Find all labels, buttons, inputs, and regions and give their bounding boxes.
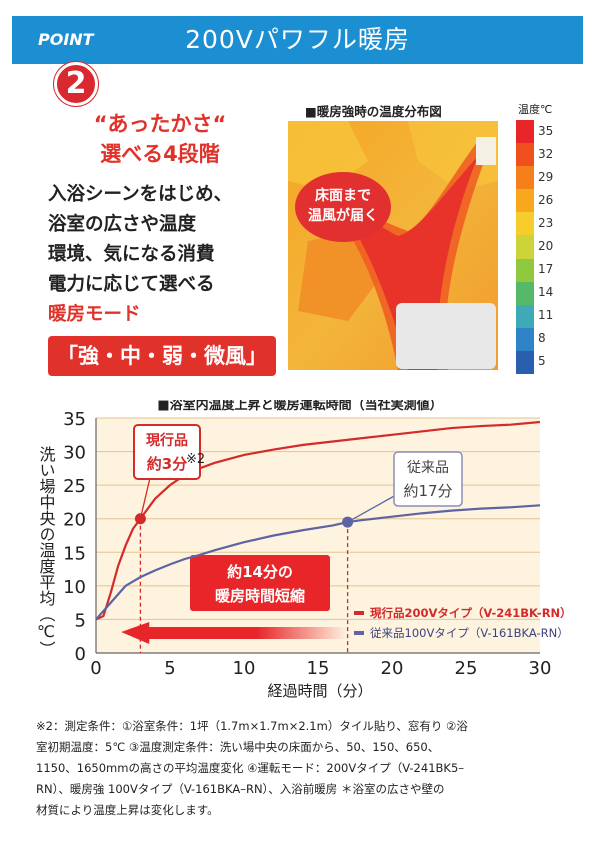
x-tick-label: 5 — [164, 658, 175, 679]
current-callout-pointer — [139, 477, 151, 519]
scale-label: 29 — [538, 169, 554, 184]
scale-swatch — [516, 143, 534, 167]
heatmap-title: ■暖房強時の温度分布図 — [305, 104, 442, 119]
x-tick-label: 15 — [307, 658, 330, 679]
current-callout-line-2: 約3分 — [147, 455, 187, 473]
scale-swatch — [516, 281, 534, 306]
old-callout-line-2: 約17分 — [403, 482, 452, 500]
time-reduction-arrow — [121, 622, 348, 644]
y-tick-label: 25 — [63, 476, 86, 497]
scale-label: 20 — [538, 239, 554, 253]
series-line-current — [95, 420, 541, 621]
arrow-label-line-1: 約14分の — [227, 563, 293, 581]
headline-line-1: “あったかさ“ — [93, 112, 227, 136]
y-tick-label: 5 — [75, 610, 86, 631]
arrow-label-line-2: 暖房時間短縮 — [215, 587, 305, 605]
legend-swatch-old — [354, 631, 364, 635]
note-mark: ※2 — [186, 452, 205, 467]
body-line-1: 入浴シーンをはじめ、 — [48, 184, 233, 205]
old-callout-box — [393, 451, 463, 507]
scale-swatch — [516, 189, 534, 213]
scale-title: 温度℃ — [518, 103, 553, 116]
footnote-line-2: 室初期温度：5℃ ③温度測定条件：洗い場中央の床面から、50、150、650、 — [36, 740, 440, 754]
mode-box: 「強・中・弱・微風」 — [48, 336, 276, 376]
body-line-3: 環境、気になる消費 — [48, 244, 215, 265]
scale-label: 23 — [538, 215, 554, 230]
scale-swatch — [516, 304, 534, 329]
legend-label-old: 従来品100Vタイプ（V-161BKA-RN） — [370, 626, 569, 640]
y-tick-label: 0 — [75, 644, 86, 665]
scale-swatch — [516, 166, 534, 190]
temperature-heatmap — [288, 121, 498, 370]
x-tick-label: 10 — [233, 658, 256, 679]
x-tick-label: 20 — [381, 658, 404, 679]
old-callout-line-1: 従来品 — [407, 460, 449, 476]
bubble-line-2: 温風が届く — [308, 208, 378, 224]
scale-label: 5 — [538, 354, 546, 369]
temperature-rise-chart: ■浴室内温度上昇と暖房運転時間（当社実測値） 0 5 10 15 20 25 30 35 0 5 10… — [36, 400, 572, 700]
scale-label: 14 — [538, 285, 554, 300]
footnote-line-3: 1150、1650mmの高さの平均温度変化 ④運転モード：200Vタイプ（V-2… — [36, 761, 465, 775]
scale-label: 35 — [538, 123, 554, 138]
marker-point — [134, 513, 146, 525]
scale-swatch — [516, 235, 534, 260]
y-tick-label: 30 — [63, 443, 86, 464]
scale-swatch — [516, 350, 534, 375]
point-number-badge: 2 — [54, 62, 98, 106]
x-axis-label: 経過時間（分） — [267, 682, 372, 700]
scale-swatch — [516, 120, 534, 144]
body-line-2: 浴室の広さや温度 — [48, 214, 197, 235]
current-callout-box — [133, 424, 201, 480]
temperature-scale-bar — [516, 120, 534, 375]
body-line-4: 電力に応じて選べる — [48, 274, 215, 295]
y-tick-label: 35 — [63, 409, 86, 430]
page-title: 200Vパワフル暖房 — [185, 25, 410, 54]
scale-label: 8 — [538, 331, 546, 346]
chart-title: ■浴室内温度上昇と暖房運転時間（当社実測値） — [157, 400, 442, 413]
scale-label: 11 — [538, 308, 554, 323]
bubble-line-1: 床面まで — [315, 188, 371, 204]
x-tick-label: 0 — [90, 658, 101, 679]
arrow-label-box — [190, 555, 330, 611]
scale-swatch — [516, 258, 534, 283]
footnote-line-4: RN）、暖房強 100Vタイプ（V-161BKA–RN）、入浴前暖房 ＊浴室の広… — [36, 782, 445, 796]
y-tick-label: 20 — [63, 510, 86, 531]
legend-swatch-current — [354, 611, 364, 615]
footnote-line-5: 材質により温度上昇は変化します。 — [36, 803, 219, 817]
legend-label-current: 現行品200Vタイプ（V-241BK-RN） — [370, 606, 572, 620]
series-line-old — [95, 504, 541, 621]
point-label: POINT — [38, 30, 94, 49]
scale-label: 32 — [538, 146, 554, 161]
x-tick-label: 25 — [455, 658, 478, 679]
y-axis-label: 洗い場中央の温度平均（℃） — [36, 446, 55, 657]
headline-line-2: 選べる4段階 — [100, 142, 220, 166]
footnote: ※2：測定条件：①浴室条件：1坪（1.7m×1.7m×2.1m）タイル貼り、窓有… — [36, 716, 566, 821]
x-tick-label: 30 — [529, 658, 552, 679]
mode-word: 暖房モード — [48, 304, 141, 325]
scale-swatch — [516, 327, 534, 352]
header-bar: 200Vパワフル暖房 — [12, 16, 583, 64]
footnote-line-1: ※2：測定条件：①浴室条件：1坪（1.7m×1.7m×2.1m）タイル貼り、窓有… — [36, 719, 468, 733]
scale-label: 26 — [538, 192, 554, 207]
heatmap-callout-bubble: 床面まで 温風が届く — [295, 172, 391, 242]
scale-swatch — [516, 212, 534, 236]
current-callout-line-1: 現行品 — [146, 432, 188, 449]
y-tick-label: 15 — [63, 543, 86, 564]
scale-label: 17 — [538, 262, 554, 277]
y-tick-label: 10 — [63, 577, 86, 598]
